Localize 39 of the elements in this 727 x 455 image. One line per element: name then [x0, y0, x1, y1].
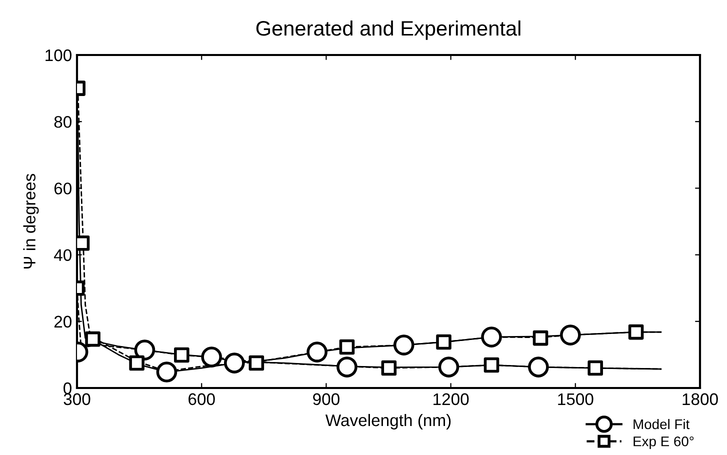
- y-axis-title: Ψ in degrees: [23, 174, 39, 269]
- point: [481, 326, 502, 348]
- point: [201, 346, 222, 368]
- point: [381, 360, 397, 376]
- point: [588, 360, 603, 376]
- point: [628, 324, 644, 340]
- chart-title: Generated and Experimental: [256, 20, 520, 40]
- point: [393, 334, 414, 356]
- point: [248, 355, 264, 371]
- point: [484, 357, 500, 373]
- x-tick-label: 300: [64, 393, 90, 406]
- point: [129, 355, 144, 371]
- x-tick-label: 900: [313, 393, 340, 406]
- point: [339, 339, 355, 355]
- legend-label: Model Fit: [634, 418, 690, 430]
- point: [560, 324, 581, 346]
- point: [438, 356, 460, 378]
- y-tick-label: 60: [54, 182, 72, 194]
- point: [156, 362, 178, 382]
- y-tick-label: 80: [54, 116, 72, 128]
- legend-label: Exp E 60°: [634, 436, 694, 450]
- point: [224, 352, 245, 374]
- point: [85, 331, 100, 347]
- y-tick-label: 40: [54, 249, 72, 262]
- point: [532, 330, 548, 346]
- point: [134, 340, 156, 360]
- point: [174, 347, 190, 363]
- x-tick-label: 1800: [682, 393, 718, 406]
- x-tick-label: 1200: [434, 393, 469, 406]
- y-tick-label: 20: [54, 316, 72, 328]
- x-tick-label: 600: [188, 393, 215, 406]
- point: [306, 342, 328, 362]
- point: [336, 356, 358, 378]
- y-tick-label: 0: [64, 382, 72, 394]
- y-tick-label: 100: [46, 49, 72, 62]
- point: [436, 334, 452, 350]
- x-tick-label: 1500: [558, 393, 594, 406]
- x-axis-title: Wavelength (nm): [325, 414, 451, 430]
- point: [528, 356, 549, 378]
